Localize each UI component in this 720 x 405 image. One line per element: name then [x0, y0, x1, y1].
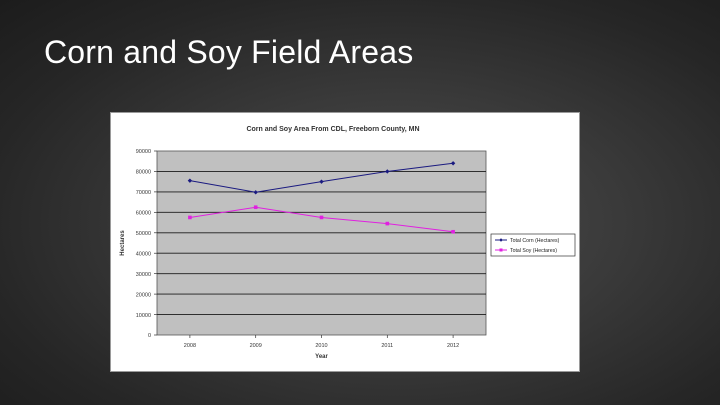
x-tick-label: 2008 — [184, 343, 196, 349]
x-axis-label: Year — [315, 354, 328, 360]
y-tick-label: 60000 — [136, 211, 151, 217]
data-point-soy — [385, 221, 390, 226]
data-point-soy — [253, 205, 258, 210]
y-tick-label: 20000 — [136, 292, 151, 298]
data-point-corn — [253, 190, 258, 195]
y-tick-label: 30000 — [136, 272, 151, 278]
y-tick-label: 10000 — [136, 313, 151, 319]
x-tick-label: 2011 — [381, 343, 393, 349]
y-axis-label: Hectares — [120, 230, 126, 256]
line-chart: Corn and Soy Area From CDL, Freeborn Cou… — [120, 126, 576, 360]
chart-container: Corn and Soy Area From CDL, Freeborn Cou… — [110, 112, 580, 372]
data-point-corn — [450, 161, 456, 166]
y-tick-label: 70000 — [136, 190, 151, 196]
y-tick-label: 90000 — [136, 149, 151, 155]
legend-marker-soy — [499, 248, 503, 252]
chart-title: Corn and Soy Area From CDL, Freeborn Cou… — [246, 126, 419, 133]
legend-label-0: Total Corn (Hectares) — [510, 238, 560, 244]
y-tick-label: 0 — [148, 333, 151, 339]
y-tick-label: 80000 — [136, 170, 151, 176]
x-tick-label: 2010 — [315, 343, 327, 349]
data-point-corn — [385, 169, 390, 174]
y-tick-label: 50000 — [136, 231, 151, 237]
legend-marker-corn — [499, 238, 503, 242]
x-tick-label: 2009 — [250, 343, 262, 349]
legend-label-1: Total Soy (Hectares) — [510, 248, 557, 254]
x-tick-label: 2012 — [447, 343, 459, 349]
slide-title: Corn and Soy Field Areas — [44, 34, 414, 70]
legend-box — [490, 233, 576, 257]
data-point-soy — [319, 215, 324, 220]
data-point-soy — [188, 215, 192, 220]
data-point-corn — [319, 179, 324, 184]
data-point-soy — [451, 229, 455, 234]
plot-area — [156, 150, 487, 336]
y-tick-label: 40000 — [136, 251, 151, 257]
data-point-corn — [187, 178, 193, 183]
